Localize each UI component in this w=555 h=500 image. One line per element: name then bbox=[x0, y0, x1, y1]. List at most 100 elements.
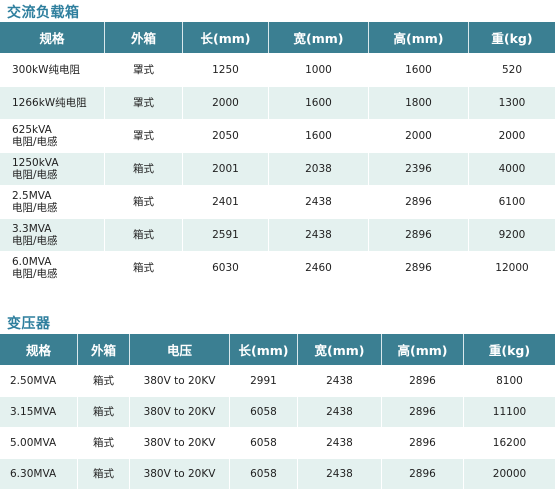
cell-enclosure: 箱式 bbox=[78, 427, 130, 458]
cell-weight: 20000 bbox=[464, 458, 555, 489]
spec-line-2: 电阻/电感 bbox=[12, 202, 58, 214]
cell-width: 1600 bbox=[269, 119, 369, 152]
cell-spec: 6.0MVA 电阻/电感 bbox=[0, 251, 105, 284]
cell-spec: 300kW纯电阻 bbox=[0, 53, 105, 86]
cell-length: 1250 bbox=[183, 53, 269, 86]
cell-weight: 8100 bbox=[464, 365, 555, 396]
column-header-voltage: 电压 bbox=[130, 334, 230, 365]
cell-weight: 4000 bbox=[469, 152, 555, 185]
column-header-length: 长(mm) bbox=[230, 334, 298, 365]
cell-length: 2050 bbox=[183, 119, 269, 152]
cell-weight: 11100 bbox=[464, 396, 555, 427]
table-row: 3.15MVA 箱式 380V to 20KV 6058 2438 2896 1… bbox=[0, 396, 555, 427]
cell-width: 2438 bbox=[269, 185, 369, 218]
cell-length: 6030 bbox=[183, 251, 269, 284]
cell-spec: 2.50MVA bbox=[0, 365, 78, 396]
cell-height: 2896 bbox=[382, 365, 464, 396]
cell-enclosure: 箱式 bbox=[78, 365, 130, 396]
cell-width: 1600 bbox=[269, 86, 369, 119]
section-title-ac-load-bank: 交流负载箱 bbox=[7, 5, 80, 21]
cell-height: 2896 bbox=[382, 396, 464, 427]
column-header-enclosure: 外箱 bbox=[78, 334, 130, 365]
cell-spec: 3.15MVA bbox=[0, 396, 78, 427]
spec-line-1: 300kW纯电阻 bbox=[12, 64, 81, 76]
cell-enclosure: 罩式 bbox=[105, 53, 183, 86]
table-row: 1266kW纯电阻 罩式 2000 1600 1800 1300 bbox=[0, 86, 555, 119]
spec-line-2: 电阻/电感 bbox=[12, 169, 58, 181]
cell-spec: 2.5MVA 电阻/电感 bbox=[0, 185, 105, 218]
cell-height: 1600 bbox=[369, 53, 469, 86]
cell-enclosure: 箱式 bbox=[105, 185, 183, 218]
spec-line-1: 1250kVA bbox=[12, 157, 59, 169]
cell-width: 2038 bbox=[269, 152, 369, 185]
column-header-height: 高(mm) bbox=[369, 22, 469, 53]
cell-voltage: 380V to 20KV bbox=[130, 427, 230, 458]
cell-enclosure: 箱式 bbox=[105, 152, 183, 185]
spec-line-2: 电阻/电感 bbox=[12, 268, 58, 280]
cell-spec: 6.30MVA bbox=[0, 458, 78, 489]
column-header-spec: 规格 bbox=[0, 22, 105, 53]
cell-length: 6058 bbox=[230, 458, 298, 489]
cell-spec: 3.3MVA 电阻/电感 bbox=[0, 218, 105, 251]
cell-weight: 16200 bbox=[464, 427, 555, 458]
table-row: 2.5MVA 电阻/电感 箱式 2401 2438 2896 6100 bbox=[0, 185, 555, 218]
table-row: 3.3MVA 电阻/电感 箱式 2591 2438 2896 9200 bbox=[0, 218, 555, 251]
cell-width: 2438 bbox=[298, 396, 382, 427]
cell-weight: 9200 bbox=[469, 218, 555, 251]
table-header-row: 规格 外箱 长(mm) 宽(mm) 高(mm) 重(kg) bbox=[0, 22, 555, 53]
column-header-weight: 重(kg) bbox=[464, 334, 555, 365]
cell-height: 2896 bbox=[369, 218, 469, 251]
table-header-row: 规格 外箱 电压 长(mm) 宽(mm) 高(mm) 重(kg) bbox=[0, 334, 555, 365]
ac-load-bank-table: 规格 外箱 长(mm) 宽(mm) 高(mm) 重(kg) 300kW纯电阻 罩… bbox=[0, 22, 555, 284]
cell-length: 6058 bbox=[230, 427, 298, 458]
cell-height: 2896 bbox=[382, 458, 464, 489]
cell-weight: 6100 bbox=[469, 185, 555, 218]
cell-spec: 1250kVA 电阻/电感 bbox=[0, 152, 105, 185]
table-row: 300kW纯电阻 罩式 1250 1000 1600 520 bbox=[0, 53, 555, 86]
cell-enclosure: 箱式 bbox=[78, 396, 130, 427]
table-row: 2.50MVA 箱式 380V to 20KV 2991 2438 2896 8… bbox=[0, 365, 555, 396]
cell-voltage: 380V to 20KV bbox=[130, 365, 230, 396]
cell-width: 2438 bbox=[298, 427, 382, 458]
cell-length: 2001 bbox=[183, 152, 269, 185]
table-row: 1250kVA 电阻/电感 箱式 2001 2038 2396 4000 bbox=[0, 152, 555, 185]
cell-length: 2401 bbox=[183, 185, 269, 218]
cell-width: 2460 bbox=[269, 251, 369, 284]
column-header-height: 高(mm) bbox=[382, 334, 464, 365]
table-row: 6.30MVA 箱式 380V to 20KV 6058 2438 2896 2… bbox=[0, 458, 555, 489]
cell-length: 2991 bbox=[230, 365, 298, 396]
spec-line-1: 6.0MVA bbox=[12, 256, 52, 268]
cell-enclosure: 箱式 bbox=[105, 251, 183, 284]
cell-enclosure: 罩式 bbox=[105, 86, 183, 119]
cell-height: 2896 bbox=[382, 427, 464, 458]
spec-line-1: 3.3MVA bbox=[12, 223, 52, 235]
table-row: 625kVA 电阻/电感 罩式 2050 1600 2000 2000 bbox=[0, 119, 555, 152]
cell-width: 1000 bbox=[269, 53, 369, 86]
cell-spec: 1266kW纯电阻 bbox=[0, 86, 105, 119]
cell-length: 2591 bbox=[183, 218, 269, 251]
cell-enclosure: 箱式 bbox=[78, 458, 130, 489]
cell-weight: 1300 bbox=[469, 86, 555, 119]
table-row: 5.00MVA 箱式 380V to 20KV 6058 2438 2896 1… bbox=[0, 427, 555, 458]
column-header-length: 长(mm) bbox=[183, 22, 269, 53]
cell-voltage: 380V to 20KV bbox=[130, 458, 230, 489]
cell-enclosure: 箱式 bbox=[105, 218, 183, 251]
cell-voltage: 380V to 20KV bbox=[130, 396, 230, 427]
column-header-width: 宽(mm) bbox=[269, 22, 369, 53]
spec-line-1: 1266kW纯电阻 bbox=[12, 97, 87, 109]
cell-length: 6058 bbox=[230, 396, 298, 427]
cell-spec: 625kVA 电阻/电感 bbox=[0, 119, 105, 152]
cell-weight: 12000 bbox=[469, 251, 555, 284]
spec-line-1: 625kVA bbox=[12, 124, 52, 136]
cell-height: 2000 bbox=[369, 119, 469, 152]
table-row: 6.0MVA 电阻/电感 箱式 6030 2460 2896 12000 bbox=[0, 251, 555, 284]
cell-length: 2000 bbox=[183, 86, 269, 119]
transformer-table: 规格 外箱 电压 长(mm) 宽(mm) 高(mm) 重(kg) 2.50MVA… bbox=[0, 334, 555, 489]
cell-height: 2896 bbox=[369, 185, 469, 218]
section-title-transformer: 变压器 bbox=[7, 316, 51, 332]
spec-line-2: 电阻/电感 bbox=[12, 136, 58, 148]
cell-height: 1800 bbox=[369, 86, 469, 119]
cell-width: 2438 bbox=[298, 365, 382, 396]
cell-enclosure: 罩式 bbox=[105, 119, 183, 152]
column-header-spec: 规格 bbox=[0, 334, 78, 365]
